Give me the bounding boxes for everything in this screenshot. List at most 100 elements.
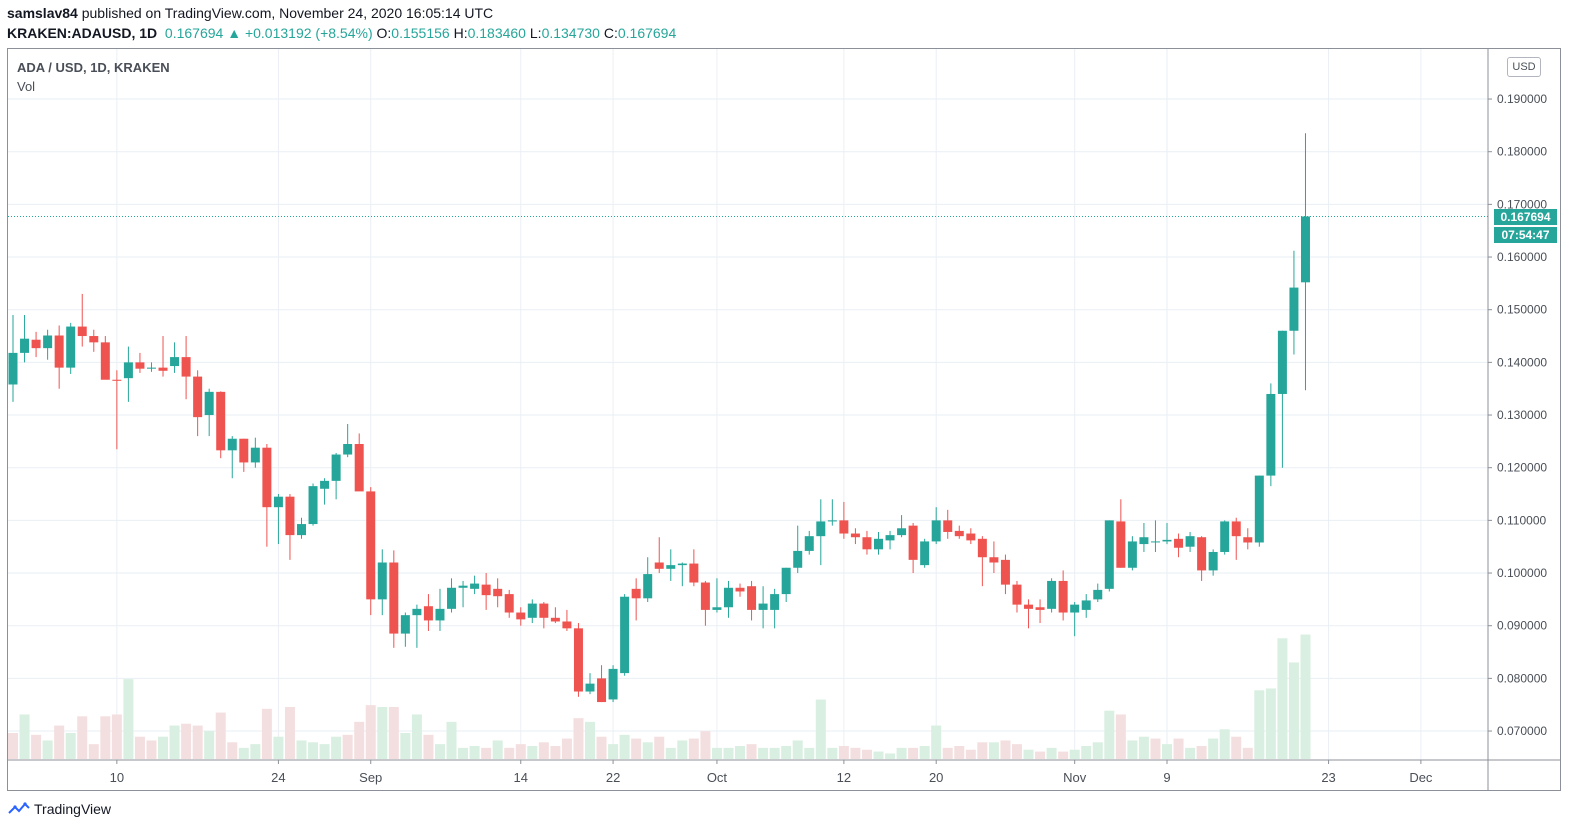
candle — [781, 567, 791, 602]
volume-bar — [331, 736, 342, 759]
y-tick-label: 0.170000 — [1497, 197, 1547, 211]
volume-bar — [158, 736, 169, 759]
brand-name: TradingView — [34, 801, 112, 817]
author-name[interactable]: samslav84 — [7, 5, 78, 21]
candle-body — [1266, 393, 1276, 476]
close-value: 0.167694 — [617, 25, 677, 41]
candle — [31, 331, 41, 358]
candle — [735, 583, 745, 597]
volume-bar — [631, 738, 642, 759]
volume-bar — [54, 725, 65, 759]
candlesticks — [8, 133, 1310, 703]
candle-body — [908, 525, 918, 560]
volume-bar — [527, 746, 538, 759]
candle — [954, 525, 964, 539]
volume-bar — [504, 747, 515, 759]
chart-frame — [7, 48, 1561, 791]
volume-bar — [1254, 690, 1265, 759]
currency-button[interactable]: USD — [1507, 57, 1541, 77]
candle — [239, 438, 249, 472]
volume-bar — [873, 751, 884, 759]
volume-bar — [365, 705, 376, 759]
candle-body — [1070, 604, 1080, 613]
volume-bar — [400, 733, 411, 759]
candle — [897, 515, 907, 538]
volume-bar — [515, 744, 526, 759]
price-axis: 0.190000 0.180000 0.170000 0.160000 0.150000… — [1487, 49, 1547, 791]
candle-body — [862, 537, 872, 550]
candle-body — [723, 587, 733, 608]
volume-bar — [65, 733, 76, 759]
y-tick-label: 0.090000 — [1497, 619, 1547, 633]
candle — [504, 589, 514, 618]
candle — [470, 575, 480, 595]
volume-bar — [77, 716, 88, 759]
volume-bar — [608, 744, 619, 759]
candle — [273, 494, 283, 545]
footer-brand[interactable]: TradingView — [8, 801, 111, 817]
candle — [908, 523, 918, 574]
volume-bar — [885, 753, 896, 759]
volume-bar — [1242, 747, 1253, 759]
candle — [66, 322, 76, 374]
candle-body — [389, 562, 399, 634]
candle — [874, 531, 883, 555]
candle-body — [943, 520, 953, 532]
candle-body — [1104, 520, 1114, 589]
chart-legend-title[interactable]: ADA / USD, 1D, KRAKEN — [17, 60, 170, 75]
volume-bar — [1277, 638, 1288, 759]
candle — [885, 530, 895, 550]
volume-bar — [908, 747, 919, 759]
candle — [112, 370, 122, 450]
volume-bar — [896, 747, 907, 759]
candle — [193, 370, 203, 437]
candle-body — [54, 335, 64, 368]
candle — [320, 478, 330, 505]
candle-body — [170, 357, 180, 367]
candle — [204, 388, 214, 437]
y-tick-label: 0.130000 — [1497, 408, 1547, 422]
candle — [966, 528, 976, 545]
candle — [608, 665, 618, 703]
candle — [216, 391, 226, 459]
candle — [435, 588, 445, 631]
volume-bar — [1023, 749, 1034, 759]
volume-bar — [423, 734, 434, 759]
candle — [1035, 599, 1045, 624]
volume-bar — [123, 679, 134, 759]
volume-bar — [665, 747, 676, 759]
candle — [1139, 523, 1149, 552]
candle — [816, 499, 826, 566]
candle — [804, 530, 814, 555]
candle — [1231, 517, 1241, 560]
candle — [1162, 523, 1172, 545]
candle — [354, 433, 364, 492]
candle-body — [758, 603, 768, 610]
x-tick-label: Sep — [359, 770, 382, 785]
candle — [423, 594, 433, 631]
volume-bar — [1196, 746, 1207, 759]
candle — [527, 599, 537, 624]
low-value: 0.134730 — [541, 25, 600, 41]
candle — [262, 444, 272, 547]
volume-bar — [411, 714, 422, 759]
candle-body — [1185, 536, 1195, 547]
volume-bar — [458, 747, 469, 759]
y-tick-label: 0.080000 — [1497, 671, 1547, 685]
candle — [573, 623, 583, 697]
volume-bar — [169, 725, 180, 759]
volume-bar — [146, 740, 157, 759]
volume-legend[interactable]: Vol — [17, 79, 36, 94]
volume-bar — [446, 721, 457, 759]
candle-body — [262, 447, 272, 508]
candle-body — [920, 541, 930, 566]
volume-bar — [769, 747, 780, 759]
volume-bar — [815, 699, 826, 759]
volume-bar — [354, 721, 365, 759]
volume-bar — [1035, 751, 1046, 759]
volume-bar — [1265, 688, 1276, 759]
candle-body — [250, 447, 260, 463]
candle — [562, 609, 572, 631]
candle — [250, 437, 260, 468]
